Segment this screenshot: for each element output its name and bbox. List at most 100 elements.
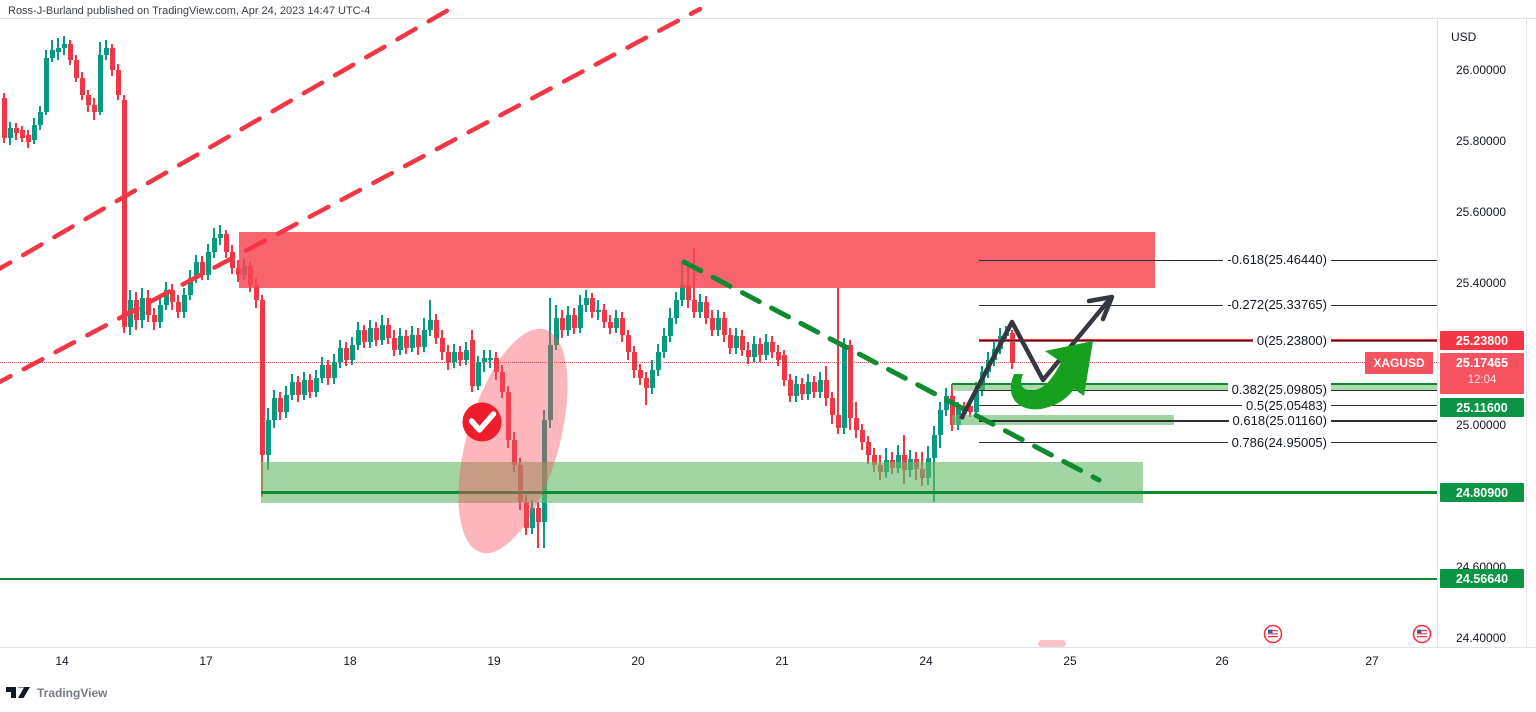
- candle: [643, 378, 649, 388]
- candle: [763, 342, 769, 355]
- candle: [277, 398, 283, 412]
- candle: [631, 352, 637, 370]
- candle: [115, 70, 121, 95]
- candle: [145, 298, 151, 315]
- price-axis-border: [1437, 18, 1438, 647]
- candle: [985, 360, 991, 372]
- candle: [427, 320, 433, 330]
- fib-label--0.272: -0.272(25.33765): [1223, 296, 1331, 315]
- fib-line--0.272[interactable]: [979, 304, 1437, 306]
- candle: [775, 352, 781, 360]
- date-tick: 25: [1063, 654, 1077, 668]
- candle: [49, 50, 55, 58]
- candle: [25, 135, 31, 142]
- candle: [295, 382, 301, 395]
- event-marker-pill[interactable]: [1038, 640, 1066, 647]
- candle: [799, 384, 805, 394]
- fib-label-0.618: 0.618(25.01160): [1228, 411, 1331, 430]
- fib-line-0[interactable]: [979, 339, 1437, 342]
- candle: [409, 335, 415, 348]
- support-zone[interactable]: [261, 461, 1143, 503]
- chart-pane[interactable]: -0.618(25.46440) -0.272(25.33765) 0(25.238…: [0, 18, 1437, 647]
- candle: [349, 345, 355, 360]
- candle: [727, 335, 733, 348]
- candle: [385, 325, 391, 338]
- candle: [673, 300, 679, 318]
- candle: [607, 322, 613, 328]
- candle: [55, 48, 61, 52]
- candle: [589, 298, 595, 312]
- candle: [13, 128, 19, 133]
- fib-382-band[interactable]: [952, 383, 1437, 392]
- candle: [43, 58, 49, 112]
- candle: [559, 318, 565, 330]
- candle: [565, 315, 571, 330]
- fib-label-0.786: 0.786(24.95005): [1227, 433, 1331, 452]
- candle: [667, 318, 673, 336]
- candle: [343, 348, 349, 360]
- candle: [943, 396, 949, 410]
- candle: [991, 349, 997, 360]
- fib-line-0.5[interactable]: [979, 404, 1437, 407]
- candle: [853, 418, 859, 430]
- candle: [325, 365, 331, 378]
- candle: [331, 362, 337, 378]
- fib-label-0.5: 0.5(25.05483): [1242, 396, 1331, 415]
- symbol-tag: XAGUSD: [1365, 351, 1433, 374]
- price-tick: 25.00000: [1456, 418, 1507, 432]
- date-tick: 14: [55, 654, 69, 668]
- date-tick: 19: [487, 654, 501, 668]
- candle: [649, 370, 655, 388]
- fib-line-0.618[interactable]: [979, 420, 1437, 422]
- candle: [547, 345, 553, 420]
- fib-line-0.382[interactable]: [979, 389, 1437, 391]
- time-axis-border: [0, 647, 1536, 648]
- horizontal-ray-level-245664[interactable]: [0, 577, 1437, 581]
- fib-line--0.618[interactable]: [979, 259, 1437, 261]
- candle: [205, 252, 211, 275]
- candle: [823, 380, 829, 398]
- candle: [787, 380, 793, 396]
- candle: [793, 384, 799, 396]
- candle-wick: [429, 300, 431, 336]
- candle: [355, 330, 361, 345]
- fib-label-0.382: 0.382(25.09805): [1227, 381, 1331, 400]
- horizontal-ray-level-24809[interactable]: [261, 491, 1437, 495]
- candle: [199, 262, 205, 275]
- candle: [103, 48, 109, 55]
- date-tick: 20: [631, 654, 645, 668]
- candle: [577, 305, 583, 328]
- candle: [373, 328, 379, 340]
- candle: [289, 382, 295, 395]
- candle: [469, 340, 475, 386]
- fib-line-0.786[interactable]: [979, 442, 1437, 444]
- candle: [313, 378, 319, 392]
- candle: [601, 310, 607, 322]
- candle: [91, 105, 97, 112]
- candle: [301, 380, 307, 395]
- candle: [415, 335, 421, 347]
- price-level-label: 25.17465 12:04: [1440, 352, 1524, 394]
- candle: [961, 408, 967, 414]
- candle: [535, 508, 541, 522]
- price-tick: 25.80000: [1456, 134, 1507, 148]
- price-label-text: 24.56640: [1455, 572, 1509, 587]
- candle: [451, 352, 457, 362]
- candle: [1009, 333, 1015, 363]
- candle: [967, 406, 973, 412]
- candle: [37, 112, 43, 125]
- candle: [67, 44, 73, 60]
- candle: [397, 336, 403, 350]
- candle: [229, 252, 235, 268]
- candle: [805, 382, 811, 394]
- candle: [109, 48, 115, 70]
- candle: [829, 398, 835, 415]
- candle: [217, 234, 223, 238]
- candle: [157, 305, 163, 322]
- candle: [625, 335, 631, 352]
- candle: [79, 78, 85, 95]
- candle: [481, 358, 487, 362]
- footer-attribution[interactable]: TradingView: [5, 686, 107, 700]
- price-level-label: 25.11600: [1440, 397, 1524, 417]
- candle: [973, 390, 979, 412]
